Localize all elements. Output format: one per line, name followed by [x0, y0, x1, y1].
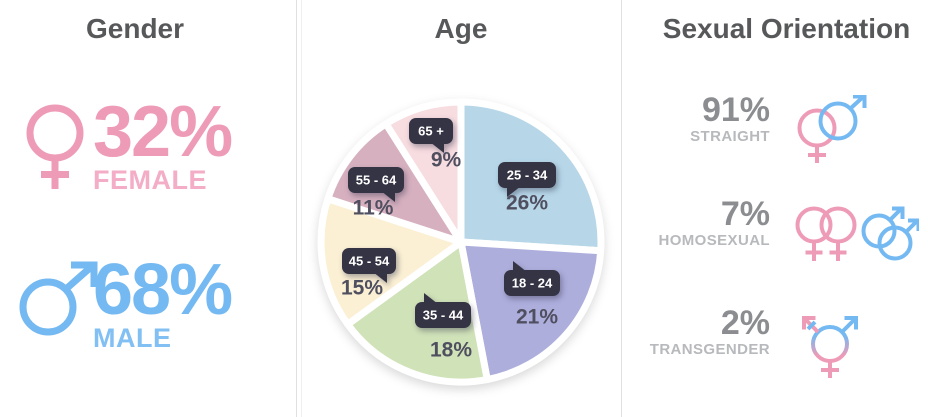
transgender-label: TRANSGENDER — [649, 341, 770, 358]
slice-percent-label: 18% — [430, 339, 472, 362]
transgender-value: 2% — [720, 304, 770, 342]
bubble-label: 35 - 44 — [423, 308, 464, 323]
straight-value: 91% — [701, 91, 770, 129]
homosexual-stat: 7% HOMOSEXUAL — [621, 197, 770, 249]
homosexual-value: 7% — [720, 195, 770, 233]
slice-percent-label: 11% — [353, 197, 394, 220]
pie-bubble-65+: 65 + — [409, 118, 453, 153]
female-female-icon — [795, 206, 919, 261]
orientation-panel-title: Sexual Orientation — [662, 13, 911, 44]
transgender-stat: 2% TRANSGENDER — [621, 306, 770, 358]
bubble-label: 65 + — [418, 124, 444, 139]
pie-bubble-25-34: 25 - 34 — [498, 162, 556, 197]
age-pie-chart: 25 - 34 26% 18 - 24 21% 35 - 44 18% 45 - 54 15%… — [317, 98, 605, 386]
pie-bubble-35-44: 35 - 44 — [415, 293, 471, 328]
male-value: 68% — [93, 250, 233, 330]
female-male-icon — [797, 95, 867, 163]
divider-right — [621, 0, 622, 417]
pie-bubble-55-64: 55 - 64 — [348, 167, 404, 202]
slice-percent-label: 15% — [341, 277, 383, 300]
age-panel-title: Age — [434, 13, 488, 44]
divider-left-a — [296, 0, 297, 417]
straight-label: STRAIGHT — [690, 128, 770, 145]
homosexual-label: HOMOSEXUAL — [658, 232, 770, 249]
straight-stat: 91% STRAIGHT — [621, 93, 770, 145]
female-label: FEMALE — [93, 165, 207, 195]
bubble-label: 18 - 24 — [512, 276, 553, 291]
pie-slices — [317, 98, 605, 386]
slice-percent-label: 21% — [516, 306, 558, 329]
bubble-label: 25 - 34 — [507, 168, 548, 183]
gender-panel-title: Gender — [85, 13, 185, 44]
pie-slice-18-24 — [457, 238, 605, 384]
pie-bubble-18-24: 18 - 24 — [504, 261, 560, 296]
slice-percent-label: 9% — [431, 149, 462, 172]
male-label: MALE — [93, 323, 172, 353]
female-icon — [26, 104, 84, 189]
female-stat: 32% FEMALE — [93, 92, 233, 195]
divider-left-b — [301, 0, 302, 417]
bubble-label: 55 - 64 — [356, 173, 397, 188]
male-male-icon — [861, 206, 919, 261]
male-icon — [19, 261, 98, 336]
male-stat: 68% MALE — [93, 250, 233, 353]
pie-bubble-45-54: 45 - 54 — [342, 248, 396, 283]
bubble-label: 45 - 54 — [349, 254, 390, 269]
female-value: 32% — [93, 92, 233, 172]
slice-percent-label: 26% — [506, 192, 548, 215]
transgender-icon — [802, 316, 858, 378]
